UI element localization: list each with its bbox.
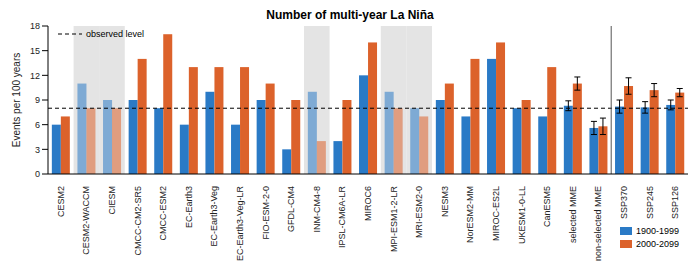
svg-text:6: 6 — [35, 120, 40, 130]
svg-text:CESM2-WACCM: CESM2-WACCM — [81, 186, 91, 255]
html-text:1900-1999: 1900-1999 — [636, 226, 679, 236]
html-text:2000-2099: 2000-2099 — [636, 239, 679, 249]
svg-text:EC-Earth3: EC-Earth3 — [184, 186, 194, 228]
svg-text:IPSL-CM6A-LR: IPSL-CM6A-LR — [337, 185, 347, 248]
svg-text:3: 3 — [35, 145, 40, 155]
svg-text:MRI-ESM2-0: MRI-ESM2-0 — [414, 186, 424, 238]
svg-text:NESM3: NESM3 — [440, 186, 450, 217]
svg-text:SSP245: SSP245 — [645, 186, 655, 219]
svg-text:0: 0 — [35, 169, 40, 179]
svg-text:FIO-ESM-2-0: FIO-ESM-2-0 — [261, 186, 271, 240]
svg-text:CIESM: CIESM — [107, 186, 117, 215]
svg-text:9: 9 — [35, 95, 40, 105]
svg-text:selected MME: selected MME — [568, 186, 578, 243]
svg-text:Events per 100 years: Events per 100 years — [11, 53, 22, 148]
svg-text:MIROC-ES2L: MIROC-ES2L — [491, 186, 501, 241]
svg-text:non-selected MME: non-selected MME — [593, 186, 603, 261]
svg-text:15: 15 — [30, 46, 40, 56]
html-text:Number of multi-year La Niña: Number of multi-year La Niña — [266, 8, 434, 22]
svg-text:SSP370: SSP370 — [619, 186, 629, 219]
svg-text:18: 18 — [30, 21, 40, 31]
svg-text:EC-Earth3-Veg-LR: EC-Earth3-Veg-LR — [235, 186, 245, 262]
svg-text:EC-Earth3-Veg: EC-Earth3-Veg — [209, 186, 219, 247]
svg-text:CESM2: CESM2 — [56, 186, 66, 217]
html-text:observed level: observed level — [86, 29, 144, 39]
svg-text:UKESM1-0-LL: UKESM1-0-LL — [517, 186, 527, 244]
svg-text:NorESM2-MM: NorESM2-MM — [465, 186, 475, 243]
svg-text:CMCC-ESM2: CMCC-ESM2 — [158, 186, 168, 241]
svg-text:INM-CM4-8: INM-CM4-8 — [312, 186, 322, 233]
svg-text:GFDL-CM4: GFDL-CM4 — [286, 186, 296, 232]
svg-text:SSP126: SSP126 — [670, 186, 680, 219]
svg-text:CanESM5: CanESM5 — [542, 186, 552, 227]
svg-text:CMCC-CM2-SR5: CMCC-CM2-SR5 — [133, 186, 143, 256]
svg-text:12: 12 — [30, 71, 40, 81]
svg-text:MIROC6: MIROC6 — [363, 186, 373, 221]
svg-text:MPI-ESM1-2-LR: MPI-ESM1-2-LR — [389, 186, 399, 253]
